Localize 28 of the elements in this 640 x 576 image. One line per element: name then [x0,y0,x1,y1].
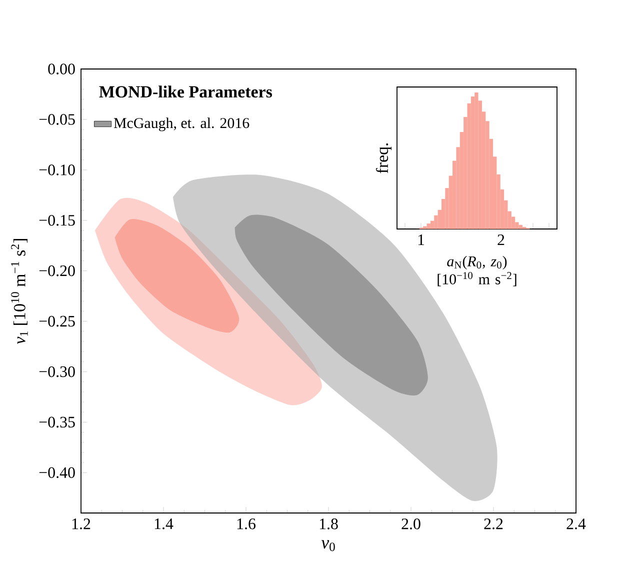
x-tick-label: 2 [498,234,504,246]
y-tick-label: −0.05 [39,114,75,125]
y-tick-label: −0.30 [39,366,75,378]
y-tick-label: −0.10 [39,164,75,176]
bar [423,226,427,229]
bar [518,224,522,229]
legend-title: MOND-like Parameters [99,86,272,98]
text: ν$_{1}$ [10$^{10}$ m$^{−1}$ s$^{2}$] [11,238,28,344]
x-tick-label: 1.2 [72,518,90,530]
x-tick-label: 1.6 [237,518,256,530]
bar [470,96,475,229]
y-tick-label: −0.40 [39,467,75,478]
y-tick-label: −0.25 [39,316,75,327]
x-tick-label: 1.4 [154,518,174,530]
y-tick-label: 0.00 [48,64,75,74]
x-tick-label: 2.0 [402,518,420,530]
x-tick-label: 2.4 [566,518,586,530]
y-axis-title: freq. [376,143,392,174]
x-tick-label: 1 [418,234,424,246]
x-tick-label: 2.2 [484,518,503,530]
bar [426,224,430,229]
x-axis-title: ν$_{0}$ [321,540,335,552]
legend-label: McGaugh, et. al. 2016 [114,118,250,132]
y-tick-label: −0.20 [39,265,75,276]
y-tick-label: −0.15 [39,214,75,226]
y-tick-label: −0.35 [39,416,75,428]
x-tick-label: 1.8 [320,518,338,530]
text: a$_{N}$(R$_{0}$, z$_{0}$) [10$^{−10}$ m s$^{−2}$] [438,256,516,286]
